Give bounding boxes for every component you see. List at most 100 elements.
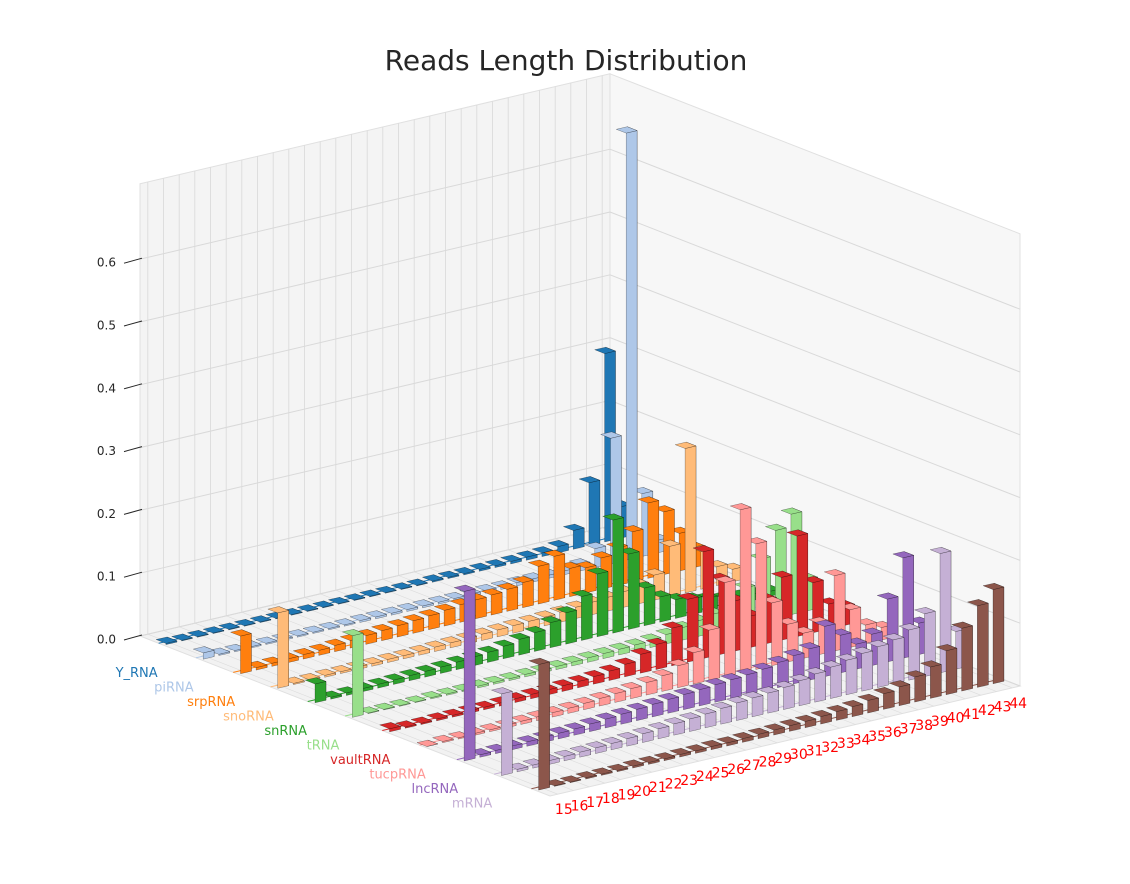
bar	[578, 717, 602, 733]
bar-top	[676, 592, 700, 600]
bar	[653, 752, 676, 762]
bar	[745, 537, 768, 670]
bar-top	[515, 550, 539, 558]
bar-top	[913, 607, 937, 615]
bar-top	[546, 540, 570, 547]
bar-top	[578, 476, 601, 484]
grid-line	[139, 525, 611, 637]
bar-top	[631, 727, 655, 735]
z-tick	[123, 446, 143, 453]
bar-top	[882, 633, 905, 641]
bar	[323, 638, 347, 653]
bar-top	[378, 722, 402, 730]
series-label: snoRNA	[223, 709, 274, 724]
bar-top	[599, 431, 623, 439]
bar	[507, 632, 531, 656]
bar-top	[302, 625, 325, 633]
bar-top	[186, 630, 210, 637]
x-tick-label: 22	[665, 777, 683, 793]
bar-top	[427, 595, 450, 603]
bar	[499, 554, 523, 565]
bar-top	[772, 680, 796, 688]
bar	[586, 567, 609, 638]
x-tick-label: 30	[790, 747, 808, 763]
bar-top	[651, 669, 674, 677]
x-tick-label: 41	[962, 707, 980, 723]
bar-top	[735, 668, 758, 676]
bar	[684, 744, 708, 754]
bar-top	[441, 708, 465, 716]
bar	[472, 700, 496, 711]
bar	[523, 625, 547, 652]
bar	[882, 633, 905, 685]
x-tick-label: 16	[571, 799, 589, 815]
bar	[613, 657, 637, 678]
bar-top	[507, 632, 531, 640]
bar	[421, 574, 445, 583]
bar-top	[429, 660, 453, 668]
bar-top	[700, 739, 723, 747]
bar	[598, 664, 621, 681]
bar-top	[835, 653, 858, 661]
bar-top	[747, 727, 770, 735]
bar-top	[419, 691, 443, 699]
bar-top	[341, 629, 365, 636]
bar-front	[518, 636, 530, 656]
bar	[588, 691, 611, 707]
bar	[333, 618, 356, 627]
bar-top	[413, 664, 437, 672]
bar-top	[935, 644, 958, 652]
bar-front	[798, 677, 811, 707]
bar-top	[498, 672, 521, 680]
bar	[888, 680, 911, 707]
x-tick-label: 27	[743, 758, 761, 774]
bar-top	[594, 712, 617, 720]
series-label: Y_RNA	[115, 666, 158, 681]
bar-top	[417, 609, 441, 617]
bar-top	[229, 629, 253, 637]
bar-top	[374, 586, 398, 593]
bar	[841, 699, 864, 718]
bar-top	[788, 674, 811, 682]
bar-top	[411, 599, 435, 607]
bar	[762, 723, 786, 736]
bar-top	[809, 709, 833, 717]
bar	[629, 647, 653, 674]
bar-front	[661, 672, 674, 692]
bar-top	[950, 621, 974, 629]
bar-front	[352, 632, 364, 718]
bar	[329, 664, 353, 674]
bar-front	[565, 609, 577, 645]
bar-top	[286, 629, 309, 637]
bar	[592, 646, 615, 660]
bar-front	[736, 700, 748, 721]
bar	[370, 623, 394, 642]
x-tick-label: 43	[994, 700, 1012, 716]
bar-front	[475, 596, 487, 620]
bar-front	[612, 517, 624, 634]
bar-top	[641, 697, 664, 705]
bar	[719, 673, 743, 700]
series-label: vaultRNA	[330, 753, 390, 768]
bar-top	[267, 606, 290, 614]
z-tick-label: 0.3	[97, 444, 116, 458]
bar-top	[704, 678, 727, 686]
bar-top	[929, 546, 952, 554]
bar-front	[553, 553, 566, 601]
grid-line	[139, 337, 611, 449]
bar-top	[982, 582, 1005, 590]
x-tick-label: 38	[915, 718, 933, 734]
bar-top	[841, 700, 864, 707]
bar	[563, 722, 586, 736]
bar-top	[586, 567, 609, 575]
bar	[982, 582, 1005, 685]
series-label: tRNA	[307, 739, 340, 754]
bar	[539, 615, 562, 649]
series-label: lncRNA	[411, 782, 458, 797]
bar-top	[386, 619, 409, 627]
bar	[819, 660, 843, 699]
x-tick-label: 25	[712, 766, 730, 782]
bar-top	[554, 606, 578, 614]
bar	[929, 546, 952, 674]
bar-top	[492, 639, 515, 647]
